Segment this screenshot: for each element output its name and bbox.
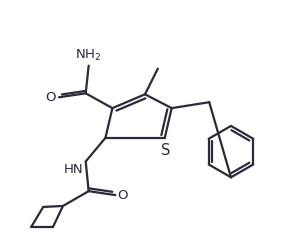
Text: O: O — [117, 188, 128, 202]
Text: HN: HN — [64, 164, 84, 176]
Text: NH$_2$: NH$_2$ — [75, 48, 102, 63]
Text: O: O — [46, 91, 56, 104]
Text: S: S — [161, 143, 171, 158]
